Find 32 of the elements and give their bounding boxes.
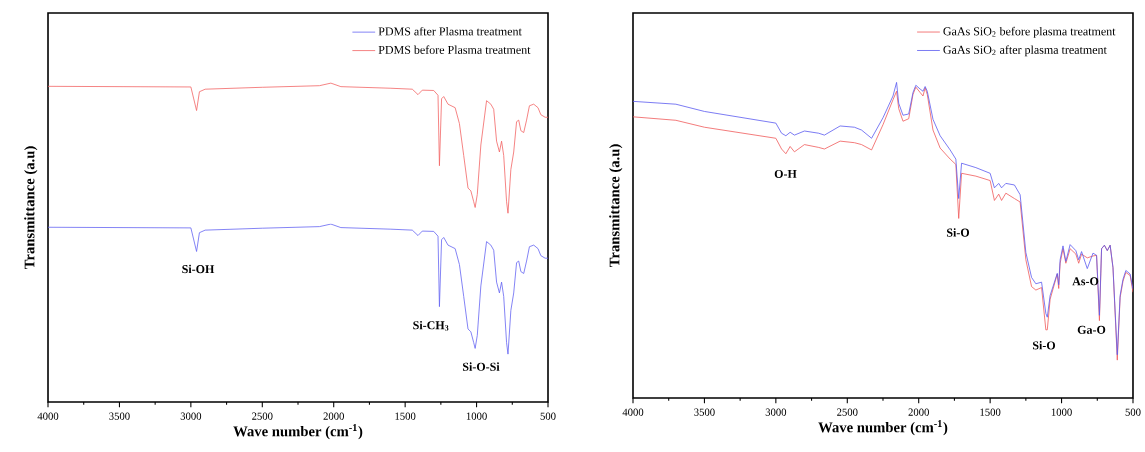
legend-label: PDMS before Plasma treatment [378, 45, 531, 54]
x-tick-label: 2500 [252, 412, 273, 420]
x-tick-label: 3500 [694, 408, 715, 416]
x-tick-label: 3000 [765, 408, 787, 416]
x-tick-label: 500 [1125, 408, 1141, 416]
legend-label: PDMS after Plasma treatment [378, 26, 522, 36]
annotation: As-O [1072, 277, 1099, 286]
x-tick-label: 3500 [109, 412, 130, 420]
x-tick-label: 1000 [466, 412, 487, 420]
x-tick-label: 1500 [395, 412, 416, 420]
x-tick-label: 500 [540, 412, 556, 420]
annotation: Si-O-Si [462, 362, 500, 371]
x-tick-label: 1500 [980, 408, 1001, 416]
x-tick-label: 2500 [837, 408, 858, 416]
x-tick-label: 4000 [37, 412, 59, 420]
y-axis-title: Transmittance (a.u) [609, 144, 623, 268]
y-axis-title: Transmittance (a.u) [24, 146, 38, 270]
legend-label: GaAs SiO$_{2}$ before plasma treatment [943, 26, 1116, 38]
annotation: Si-OH [182, 264, 215, 274]
legend-label: GaAs SiO$_{2}$ after plasma treatment [943, 45, 1107, 57]
annotation: Ga-O [1077, 325, 1106, 334]
x-tick-label: 3000 [180, 412, 202, 420]
x-axis-title: Wave number (cm$^{-1}$) [233, 424, 363, 440]
x-tick-label: 2000 [908, 408, 929, 416]
x-axis-title: Wave number (cm$^{-1}$) [818, 420, 948, 436]
x-tick-label: 2000 [323, 412, 344, 420]
annotation: Si-O [946, 228, 970, 237]
annotation: Si-CH$_{3}$ [413, 320, 449, 331]
annotation: O-H [774, 169, 797, 178]
annotation: Si-O [1032, 341, 1056, 350]
x-tick-label: 4000 [622, 408, 644, 416]
x-tick-label: 1000 [1051, 408, 1072, 416]
